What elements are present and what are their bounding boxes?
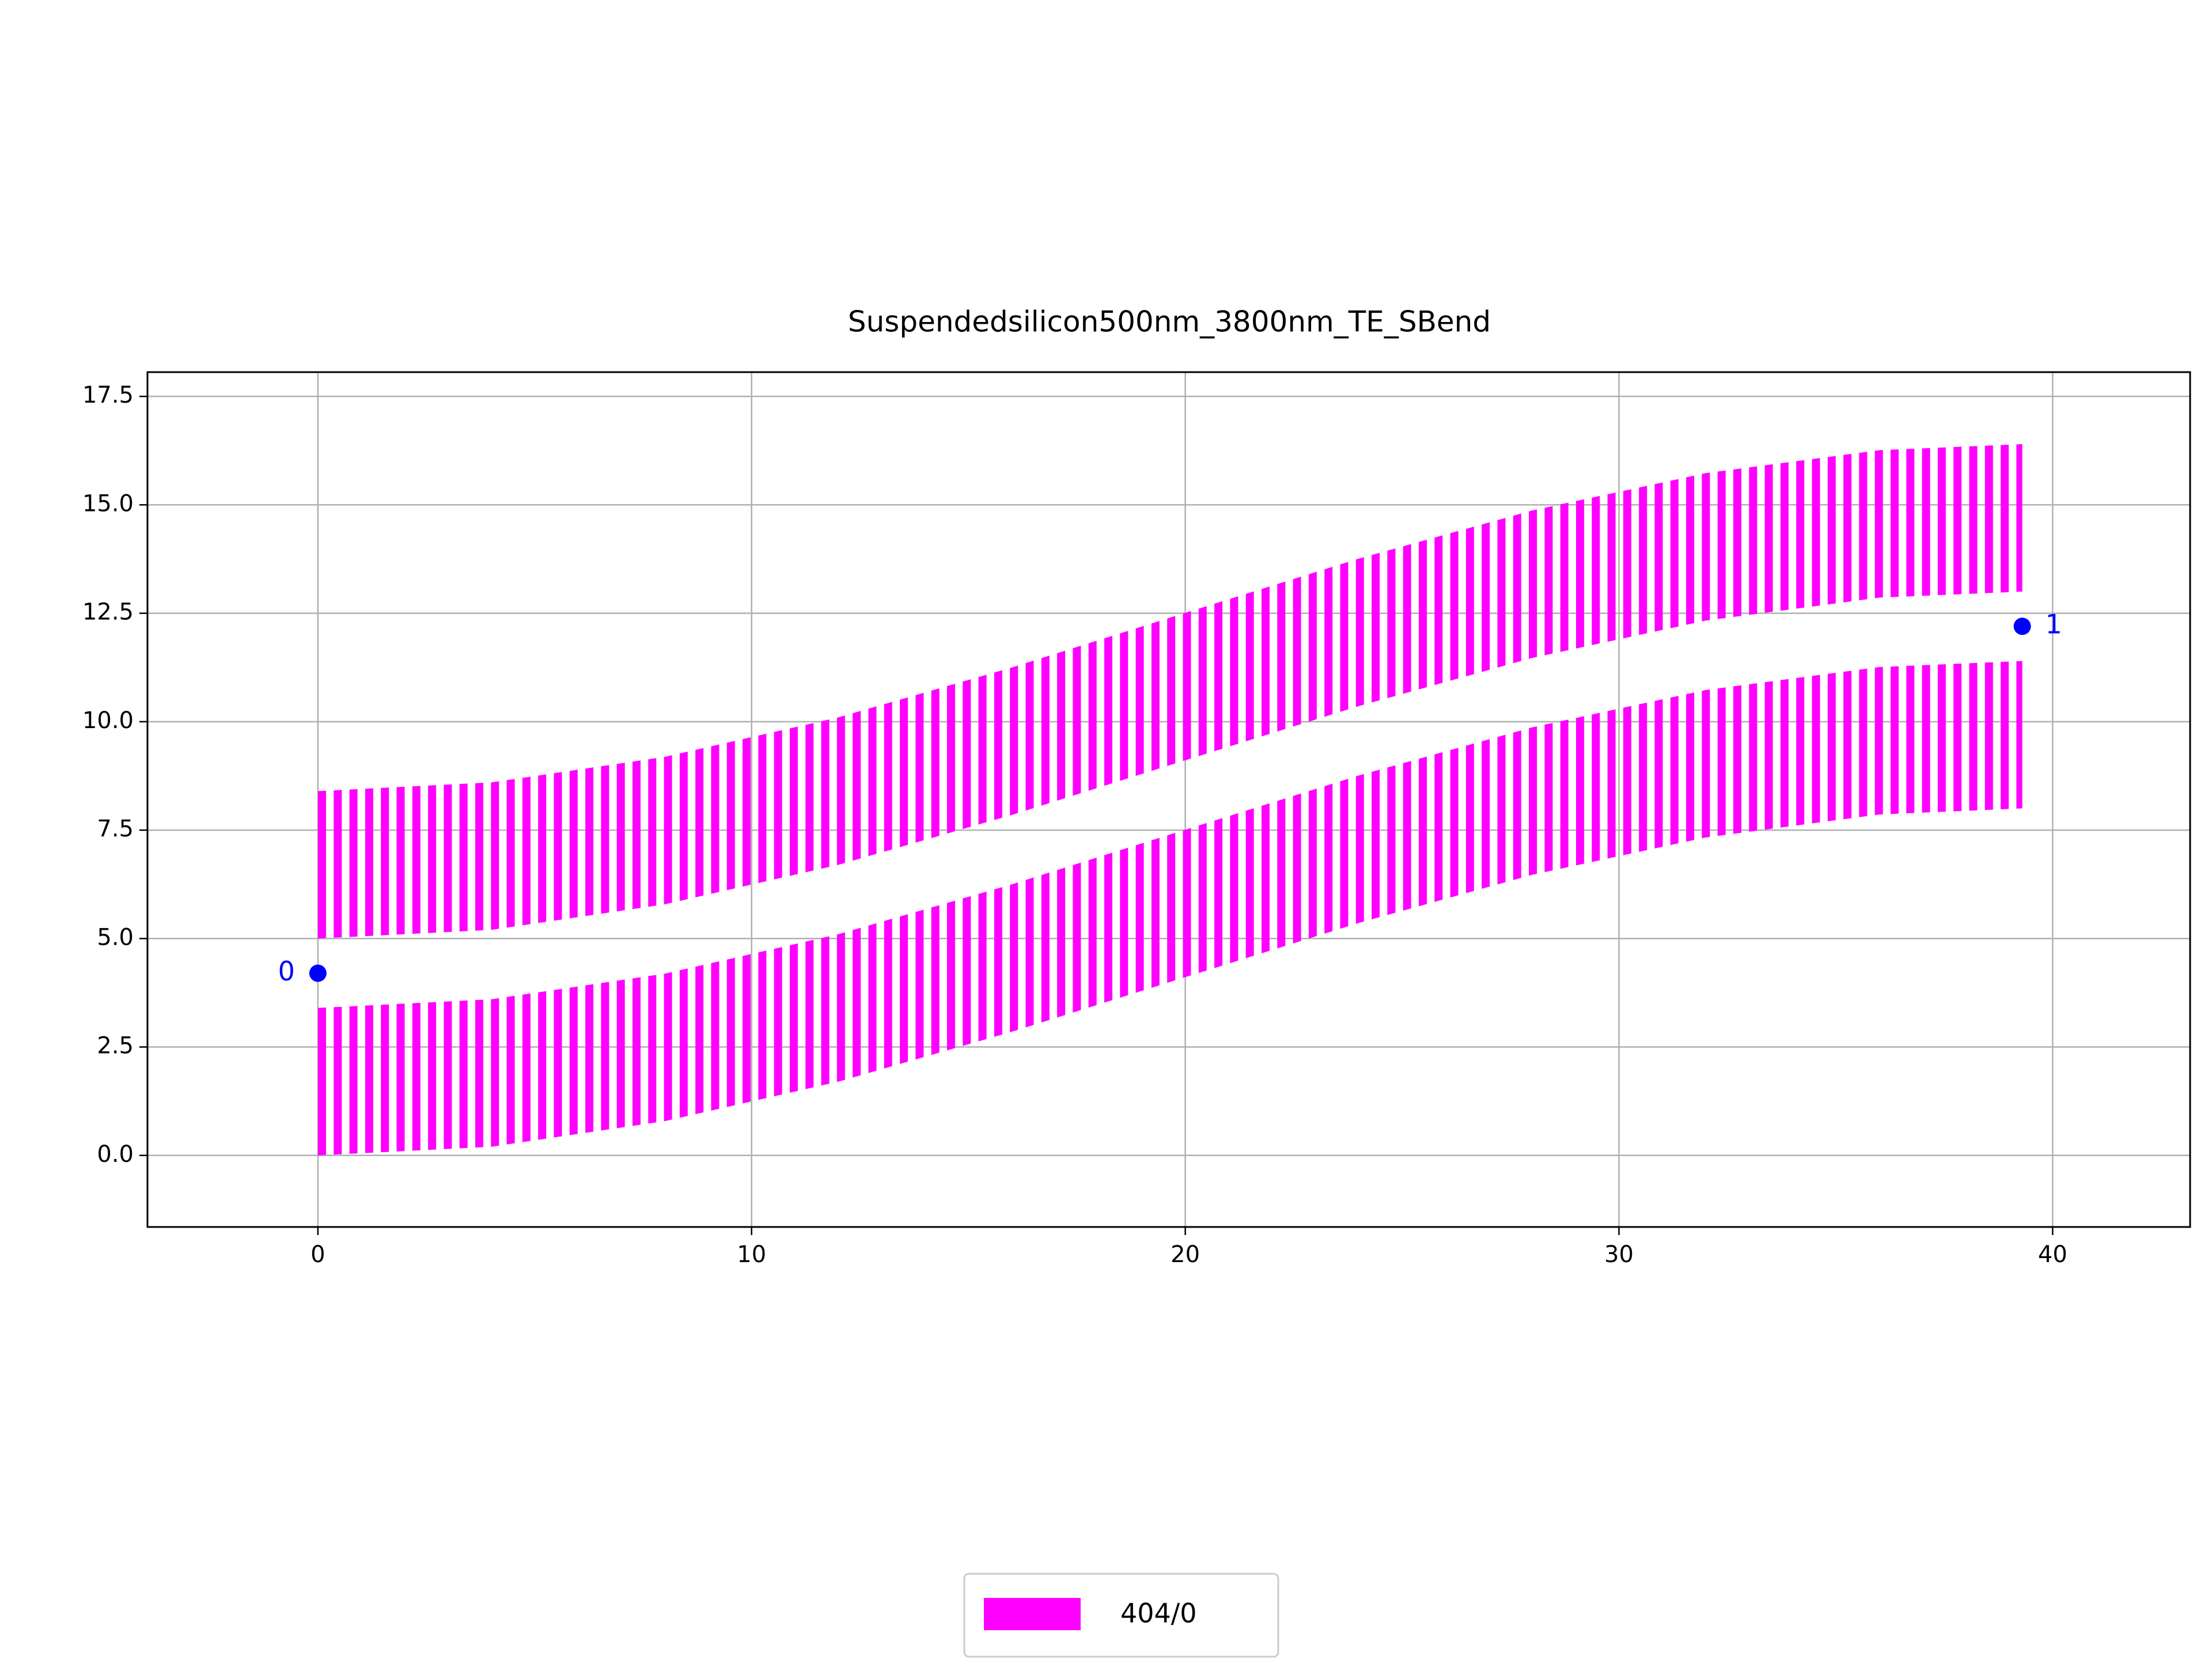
x-tick-label: 0 xyxy=(310,1241,325,1268)
y-tick-label: 7.5 xyxy=(97,816,134,842)
chart-title: Suspendedsilicon500nm_3800nm_TE_SBend xyxy=(848,305,1491,339)
waveguide-band xyxy=(317,444,2022,939)
port-marker xyxy=(2013,618,2031,635)
port-label: 0 xyxy=(278,956,295,987)
y-tick-label: 0.0 xyxy=(97,1141,134,1168)
x-tick-label: 40 xyxy=(2038,1241,2067,1268)
port-label: 1 xyxy=(2046,609,2062,640)
y-tick-label: 2.5 xyxy=(97,1033,134,1059)
x-tick-label: 10 xyxy=(737,1241,766,1268)
port-marker xyxy=(309,964,327,982)
y-tick-label: 10.0 xyxy=(82,707,134,734)
x-tick-label: 30 xyxy=(1604,1241,1634,1268)
legend: 404/0 xyxy=(963,1573,1279,1658)
y-tick-label: 15.0 xyxy=(82,490,134,517)
plot-frame xyxy=(146,371,2191,1228)
legend-swatch xyxy=(984,1598,1081,1630)
x-tick-label: 20 xyxy=(1171,1241,1200,1268)
y-tick-label: 17.5 xyxy=(82,382,134,408)
waveguide-band xyxy=(317,661,2022,1156)
legend-label: 404/0 xyxy=(1120,1598,1197,1629)
legend-box xyxy=(963,1573,1279,1658)
y-tick-label: 5.0 xyxy=(97,924,134,950)
y-tick-label: 12.5 xyxy=(82,599,134,626)
